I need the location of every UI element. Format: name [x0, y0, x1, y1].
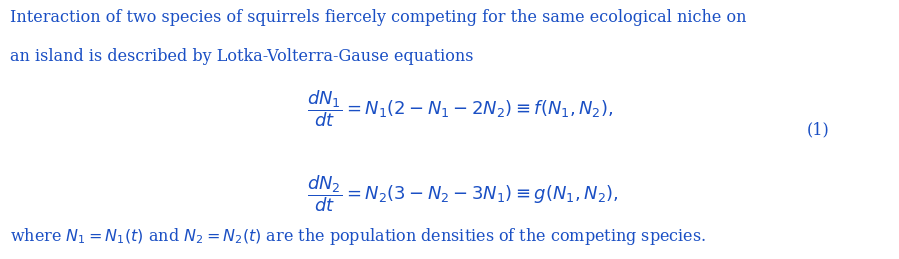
Text: Interaction of two species of squirrels fiercely competing for the same ecologic: Interaction of two species of squirrels … [10, 9, 746, 26]
Text: an island is described by Lotka-Volterra-Gause equations: an island is described by Lotka-Volterra… [10, 47, 474, 64]
Text: $\dfrac{dN_2}{dt} = N_2(3 - N_2 - 3N_1) \equiv g(N_1, N_2),$: $\dfrac{dN_2}{dt} = N_2(3 - N_2 - 3N_1) … [307, 173, 619, 214]
Text: where $N_1 = N_1(t)$ and $N_2 = N_2(t)$ are the population densities of the comp: where $N_1 = N_1(t)$ and $N_2 = N_2(t)$ … [10, 226, 706, 247]
Text: $\dfrac{dN_1}{dt} = N_1(2 - N_1 - 2N_2) \equiv f(N_1, N_2),$: $\dfrac{dN_1}{dt} = N_1(2 - N_1 - 2N_2) … [307, 89, 614, 129]
Text: (1): (1) [807, 121, 830, 138]
